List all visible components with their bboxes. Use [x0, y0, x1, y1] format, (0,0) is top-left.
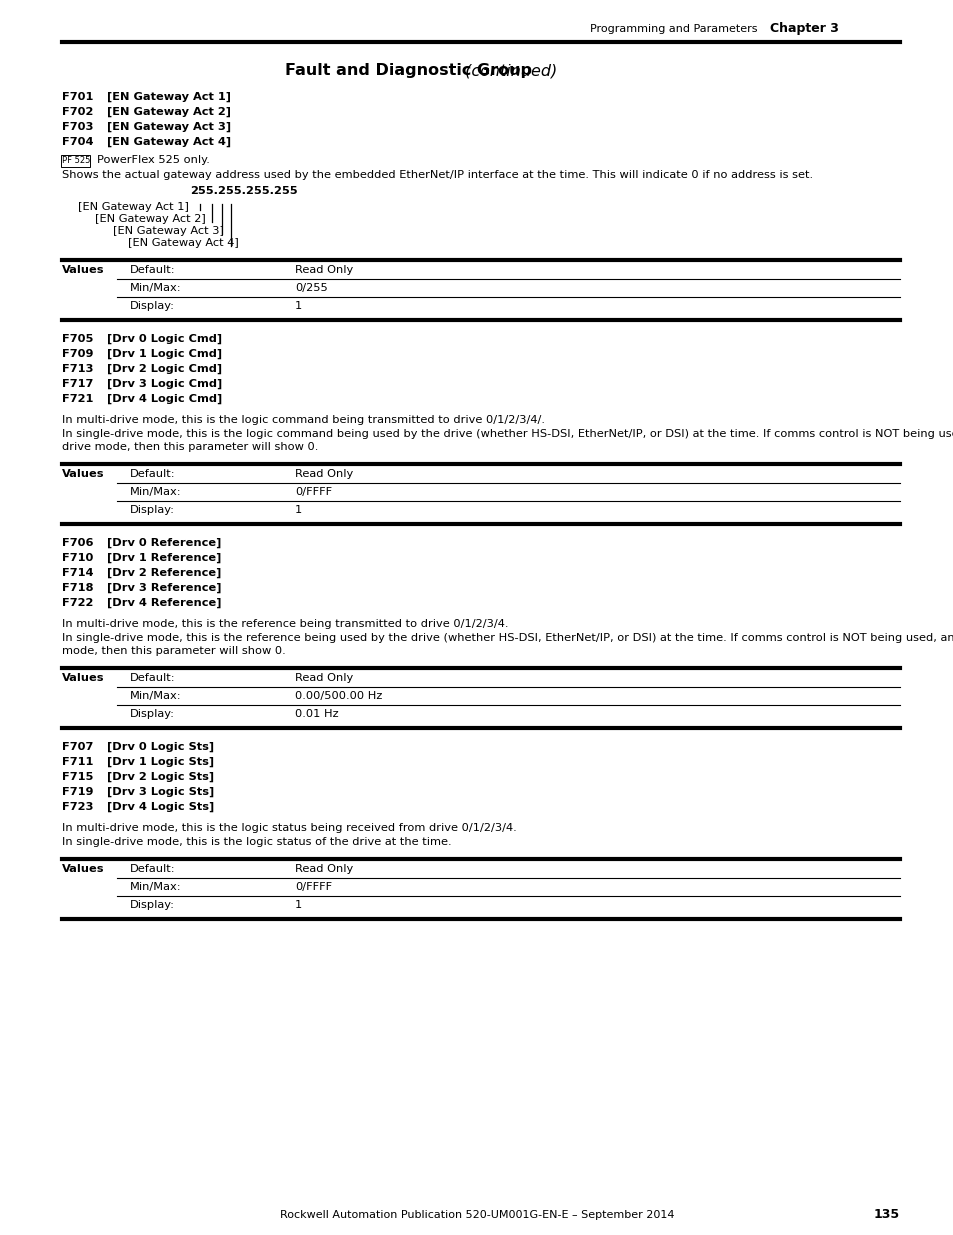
Text: [Drv 3 Reference]: [Drv 3 Reference]	[107, 583, 221, 593]
Text: PowerFlex 525 only.: PowerFlex 525 only.	[97, 156, 210, 165]
Text: F721: F721	[62, 394, 93, 404]
Text: Display:: Display:	[130, 900, 174, 910]
Text: Read Only: Read Only	[294, 266, 353, 275]
Text: 0.00/500.00 Hz: 0.00/500.00 Hz	[294, 692, 382, 701]
Text: Default:: Default:	[130, 864, 175, 874]
Text: 135: 135	[873, 1208, 899, 1221]
Text: [EN Gateway Act 2]: [EN Gateway Act 2]	[107, 107, 231, 117]
Text: [Drv 0 Logic Cmd]: [Drv 0 Logic Cmd]	[107, 333, 222, 345]
Text: [EN Gateway Act 2]: [EN Gateway Act 2]	[95, 214, 206, 224]
Text: [EN Gateway Act 3]: [EN Gateway Act 3]	[112, 226, 224, 236]
Text: F714: F714	[62, 568, 93, 578]
Text: [Drv 0 Logic Sts]: [Drv 0 Logic Sts]	[107, 742, 213, 752]
Text: Values: Values	[62, 864, 105, 874]
Text: F711: F711	[62, 757, 93, 767]
Text: Chapter 3: Chapter 3	[769, 22, 838, 35]
Text: Min/Max:: Min/Max:	[130, 692, 181, 701]
Text: 0/FFFF: 0/FFFF	[294, 487, 332, 496]
Text: In single-drive mode, this is the reference being used by the drive (whether HS-: In single-drive mode, this is the refere…	[62, 634, 953, 643]
Text: PF 525: PF 525	[62, 156, 91, 165]
Text: F722: F722	[62, 598, 93, 608]
Text: F710: F710	[62, 553, 93, 563]
Text: F715: F715	[62, 772, 93, 782]
Text: F723: F723	[62, 802, 93, 811]
Text: Default:: Default:	[130, 469, 175, 479]
Text: [Drv 1 Logic Cmd]: [Drv 1 Logic Cmd]	[107, 350, 222, 359]
Text: F705: F705	[62, 333, 93, 345]
Text: Default:: Default:	[130, 673, 175, 683]
Text: [EN Gateway Act 4]: [EN Gateway Act 4]	[128, 238, 238, 248]
Text: [Drv 3 Logic Sts]: [Drv 3 Logic Sts]	[107, 787, 214, 798]
Text: In multi-drive mode, this is the reference being transmitted to drive 0/1/2/3/4.: In multi-drive mode, this is the referen…	[62, 619, 508, 629]
Text: 255.255.255.255: 255.255.255.255	[190, 186, 297, 196]
Text: In single-drive mode, this is the logic status of the drive at the time.: In single-drive mode, this is the logic …	[62, 837, 451, 847]
Text: F707: F707	[62, 742, 93, 752]
Text: 1: 1	[294, 900, 302, 910]
Text: Min/Max:: Min/Max:	[130, 487, 181, 496]
Text: In multi-drive mode, this is the logic status being received from drive 0/1/2/3/: In multi-drive mode, this is the logic s…	[62, 823, 517, 832]
Text: [Drv 4 Reference]: [Drv 4 Reference]	[107, 598, 221, 609]
Text: Values: Values	[62, 469, 105, 479]
Text: F704: F704	[62, 137, 93, 147]
Text: F709: F709	[62, 350, 93, 359]
Text: [Drv 4 Logic Sts]: [Drv 4 Logic Sts]	[107, 802, 214, 813]
Text: [Drv 2 Logic Sts]: [Drv 2 Logic Sts]	[107, 772, 213, 782]
Text: Display:: Display:	[130, 505, 174, 515]
Text: In single-drive mode, this is the logic command being used by the drive (whether: In single-drive mode, this is the logic …	[62, 429, 953, 438]
Text: Min/Max:: Min/Max:	[130, 882, 181, 892]
Text: 1: 1	[294, 301, 302, 311]
Text: [EN Gateway Act 1]: [EN Gateway Act 1]	[78, 203, 189, 212]
Text: drive mode, then this parameter will show 0.: drive mode, then this parameter will sho…	[62, 442, 318, 452]
Text: Values: Values	[62, 266, 105, 275]
Text: In multi-drive mode, this is the logic command being transmitted to drive 0/1/2/: In multi-drive mode, this is the logic c…	[62, 415, 544, 425]
Text: F706: F706	[62, 538, 93, 548]
Text: [EN Gateway Act 3]: [EN Gateway Act 3]	[107, 122, 231, 132]
Text: Rockwell Automation Publication 520-UM001G-EN-E – September 2014: Rockwell Automation Publication 520-UM00…	[279, 1210, 674, 1220]
Text: mode, then this parameter will show 0.: mode, then this parameter will show 0.	[62, 646, 286, 656]
Text: [Drv 4 Logic Cmd]: [Drv 4 Logic Cmd]	[107, 394, 222, 404]
Text: Read Only: Read Only	[294, 864, 353, 874]
Text: F701: F701	[62, 91, 93, 103]
Text: 0/FFFF: 0/FFFF	[294, 882, 332, 892]
Text: F702: F702	[62, 107, 93, 117]
Text: (continued): (continued)	[459, 63, 557, 78]
Text: F718: F718	[62, 583, 93, 593]
Text: Display:: Display:	[130, 709, 174, 719]
Text: [Drv 0 Reference]: [Drv 0 Reference]	[107, 538, 221, 548]
Text: Read Only: Read Only	[294, 469, 353, 479]
Text: [Drv 3 Logic Cmd]: [Drv 3 Logic Cmd]	[107, 379, 222, 389]
Text: Programming and Parameters: Programming and Parameters	[589, 23, 757, 35]
Text: [Drv 1 Reference]: [Drv 1 Reference]	[107, 553, 221, 563]
Text: 0/255: 0/255	[294, 283, 328, 293]
Text: Read Only: Read Only	[294, 673, 353, 683]
Text: F719: F719	[62, 787, 93, 797]
Text: [Drv 1 Logic Sts]: [Drv 1 Logic Sts]	[107, 757, 213, 767]
Text: [EN Gateway Act 1]: [EN Gateway Act 1]	[107, 91, 231, 103]
Text: Fault and Diagnostic Group: Fault and Diagnostic Group	[285, 63, 532, 78]
FancyBboxPatch shape	[61, 154, 91, 167]
Text: Shows the actual gateway address used by the embedded EtherNet/IP interface at t: Shows the actual gateway address used by…	[62, 170, 812, 180]
Text: [Drv 2 Reference]: [Drv 2 Reference]	[107, 568, 221, 578]
Text: F713: F713	[62, 364, 93, 374]
Text: F717: F717	[62, 379, 93, 389]
Text: Values: Values	[62, 673, 105, 683]
Text: [Drv 2 Logic Cmd]: [Drv 2 Logic Cmd]	[107, 364, 222, 374]
Text: 1: 1	[294, 505, 302, 515]
Text: Display:: Display:	[130, 301, 174, 311]
Text: Min/Max:: Min/Max:	[130, 283, 181, 293]
Text: Default:: Default:	[130, 266, 175, 275]
Text: 0.01 Hz: 0.01 Hz	[294, 709, 338, 719]
Text: [EN Gateway Act 4]: [EN Gateway Act 4]	[107, 137, 231, 147]
Text: F703: F703	[62, 122, 93, 132]
